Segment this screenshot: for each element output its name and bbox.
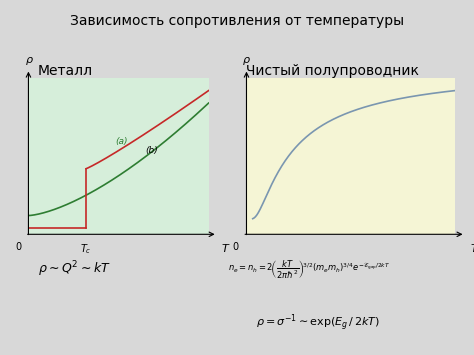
Text: $\rho \sim Q^2 \sim kT$: $\rho \sim Q^2 \sim kT$ — [38, 259, 111, 279]
Text: 0: 0 — [232, 242, 238, 252]
Text: $\rho$: $\rho$ — [25, 55, 34, 67]
Text: Зависимость сопротивления от температуры: Зависимость сопротивления от температуры — [70, 14, 404, 28]
Text: (b): (b) — [146, 146, 158, 155]
Text: 0: 0 — [15, 242, 21, 252]
Text: $n_e = n_h = 2\!\left(\dfrac{kT}{2\pi\hbar^2}\right)^{\!3/2}(m_e m_h)^{3/4} e^{-: $n_e = n_h = 2\!\left(\dfrac{kT}{2\pi\hb… — [228, 259, 390, 281]
Text: $T$: $T$ — [470, 242, 474, 254]
Text: Чистый полупроводник: Чистый полупроводник — [246, 64, 419, 78]
Text: $T$: $T$ — [221, 242, 231, 254]
Text: $\rho$: $\rho$ — [242, 55, 251, 67]
Text: (a): (a) — [115, 137, 128, 146]
Text: $T_c$: $T_c$ — [80, 242, 92, 256]
Text: Металл: Металл — [38, 64, 93, 78]
Text: $\rho = \sigma^{-1} \sim \exp(E_g\,/\,2kT)$: $\rho = \sigma^{-1} \sim \exp(E_g\,/\,2k… — [256, 312, 380, 333]
